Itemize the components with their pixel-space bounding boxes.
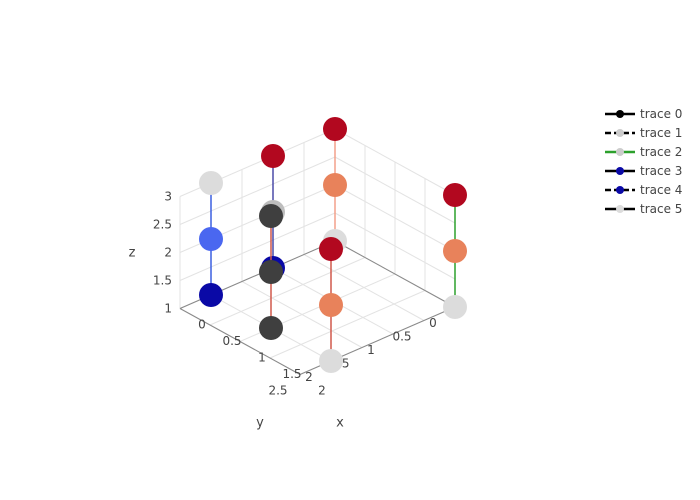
floor-gridline-y — [241, 281, 363, 348]
data-point — [259, 204, 283, 228]
legend-item: trace 5 — [605, 202, 682, 216]
xz-wall-gridline-z — [334, 184, 456, 252]
legend-label: trace 4 — [640, 183, 682, 197]
data-point — [199, 227, 223, 251]
z-axis-title: z — [129, 246, 136, 261]
z-tick-label: 2 — [164, 246, 172, 260]
floor-gridline-x — [269, 290, 426, 359]
data-point — [443, 183, 467, 207]
legend-marker — [616, 148, 624, 156]
xz-wall-gridline-z — [334, 212, 456, 280]
x-axis-line — [334, 240, 456, 308]
series-layer — [199, 117, 467, 373]
floor-gridline-y — [303, 254, 425, 321]
legend-marker — [616, 186, 624, 194]
legend-label: trace 3 — [640, 164, 682, 178]
x-tick-label: 1 — [258, 351, 266, 365]
data-point — [443, 295, 467, 319]
yz-wall-gridline-z — [179, 156, 336, 225]
series-group — [319, 237, 343, 373]
legend: trace 0 trace 1 trace 2 trace 3 trace 4 trace… — [605, 107, 682, 216]
data-point — [319, 237, 343, 261]
data-point — [261, 144, 285, 168]
y-tick-label: 2.5 — [268, 384, 287, 398]
data-point — [319, 349, 343, 373]
legend-item: trace 1 — [605, 126, 682, 140]
x-axis-title: x — [336, 416, 344, 431]
z-tick-label: 1.5 — [153, 274, 172, 288]
data-point — [199, 283, 223, 307]
series-group — [443, 183, 467, 319]
data-point — [259, 260, 283, 284]
z-tick-label: 2.5 — [153, 218, 172, 232]
z-tick-label: 1 — [164, 302, 172, 316]
legend-label: trace 5 — [640, 202, 682, 216]
legend-marker — [616, 167, 624, 175]
data-point — [443, 239, 467, 263]
z-tick-label: 3 — [164, 190, 172, 204]
legend-marker — [616, 110, 624, 118]
y-tick-label: 2 — [305, 370, 313, 384]
y-tick-label: 0 — [429, 316, 437, 330]
y-edge-line — [179, 308, 301, 375]
data-point — [323, 117, 347, 141]
x-tick-label: 2 — [318, 384, 326, 398]
x-tick-label: 1.5 — [282, 367, 301, 381]
yz-wall-gridline-z — [179, 212, 336, 281]
legend-item: trace 0 — [605, 107, 682, 121]
y-tick-label: 1 — [367, 343, 375, 357]
series-group — [199, 171, 223, 307]
legend-item: trace 2 — [605, 145, 682, 159]
legend-marker — [616, 129, 624, 137]
data-point — [259, 316, 283, 340]
xz-wall-gridline-z — [334, 156, 456, 224]
data-point — [199, 171, 223, 195]
y-axis-title: y — [256, 416, 264, 431]
grid-layer — [179, 128, 456, 375]
data-point — [319, 293, 343, 317]
legend-item: trace 4 — [605, 183, 682, 197]
x-tick-label: 0.5 — [222, 334, 241, 348]
series-group — [323, 117, 347, 253]
xz-wall-gridline-z — [334, 128, 456, 196]
legend-item: trace 3 — [605, 164, 682, 178]
x-tick-label: 0 — [198, 318, 206, 332]
legend-label: trace 1 — [640, 126, 682, 140]
legend-marker — [616, 205, 624, 213]
legend-label: trace 0 — [640, 107, 682, 121]
data-point — [323, 173, 347, 197]
floor-gridline-x — [209, 257, 366, 326]
legend-label: trace 2 — [640, 145, 682, 159]
series-group — [259, 204, 283, 340]
y-tick-label: 0.5 — [392, 330, 411, 344]
